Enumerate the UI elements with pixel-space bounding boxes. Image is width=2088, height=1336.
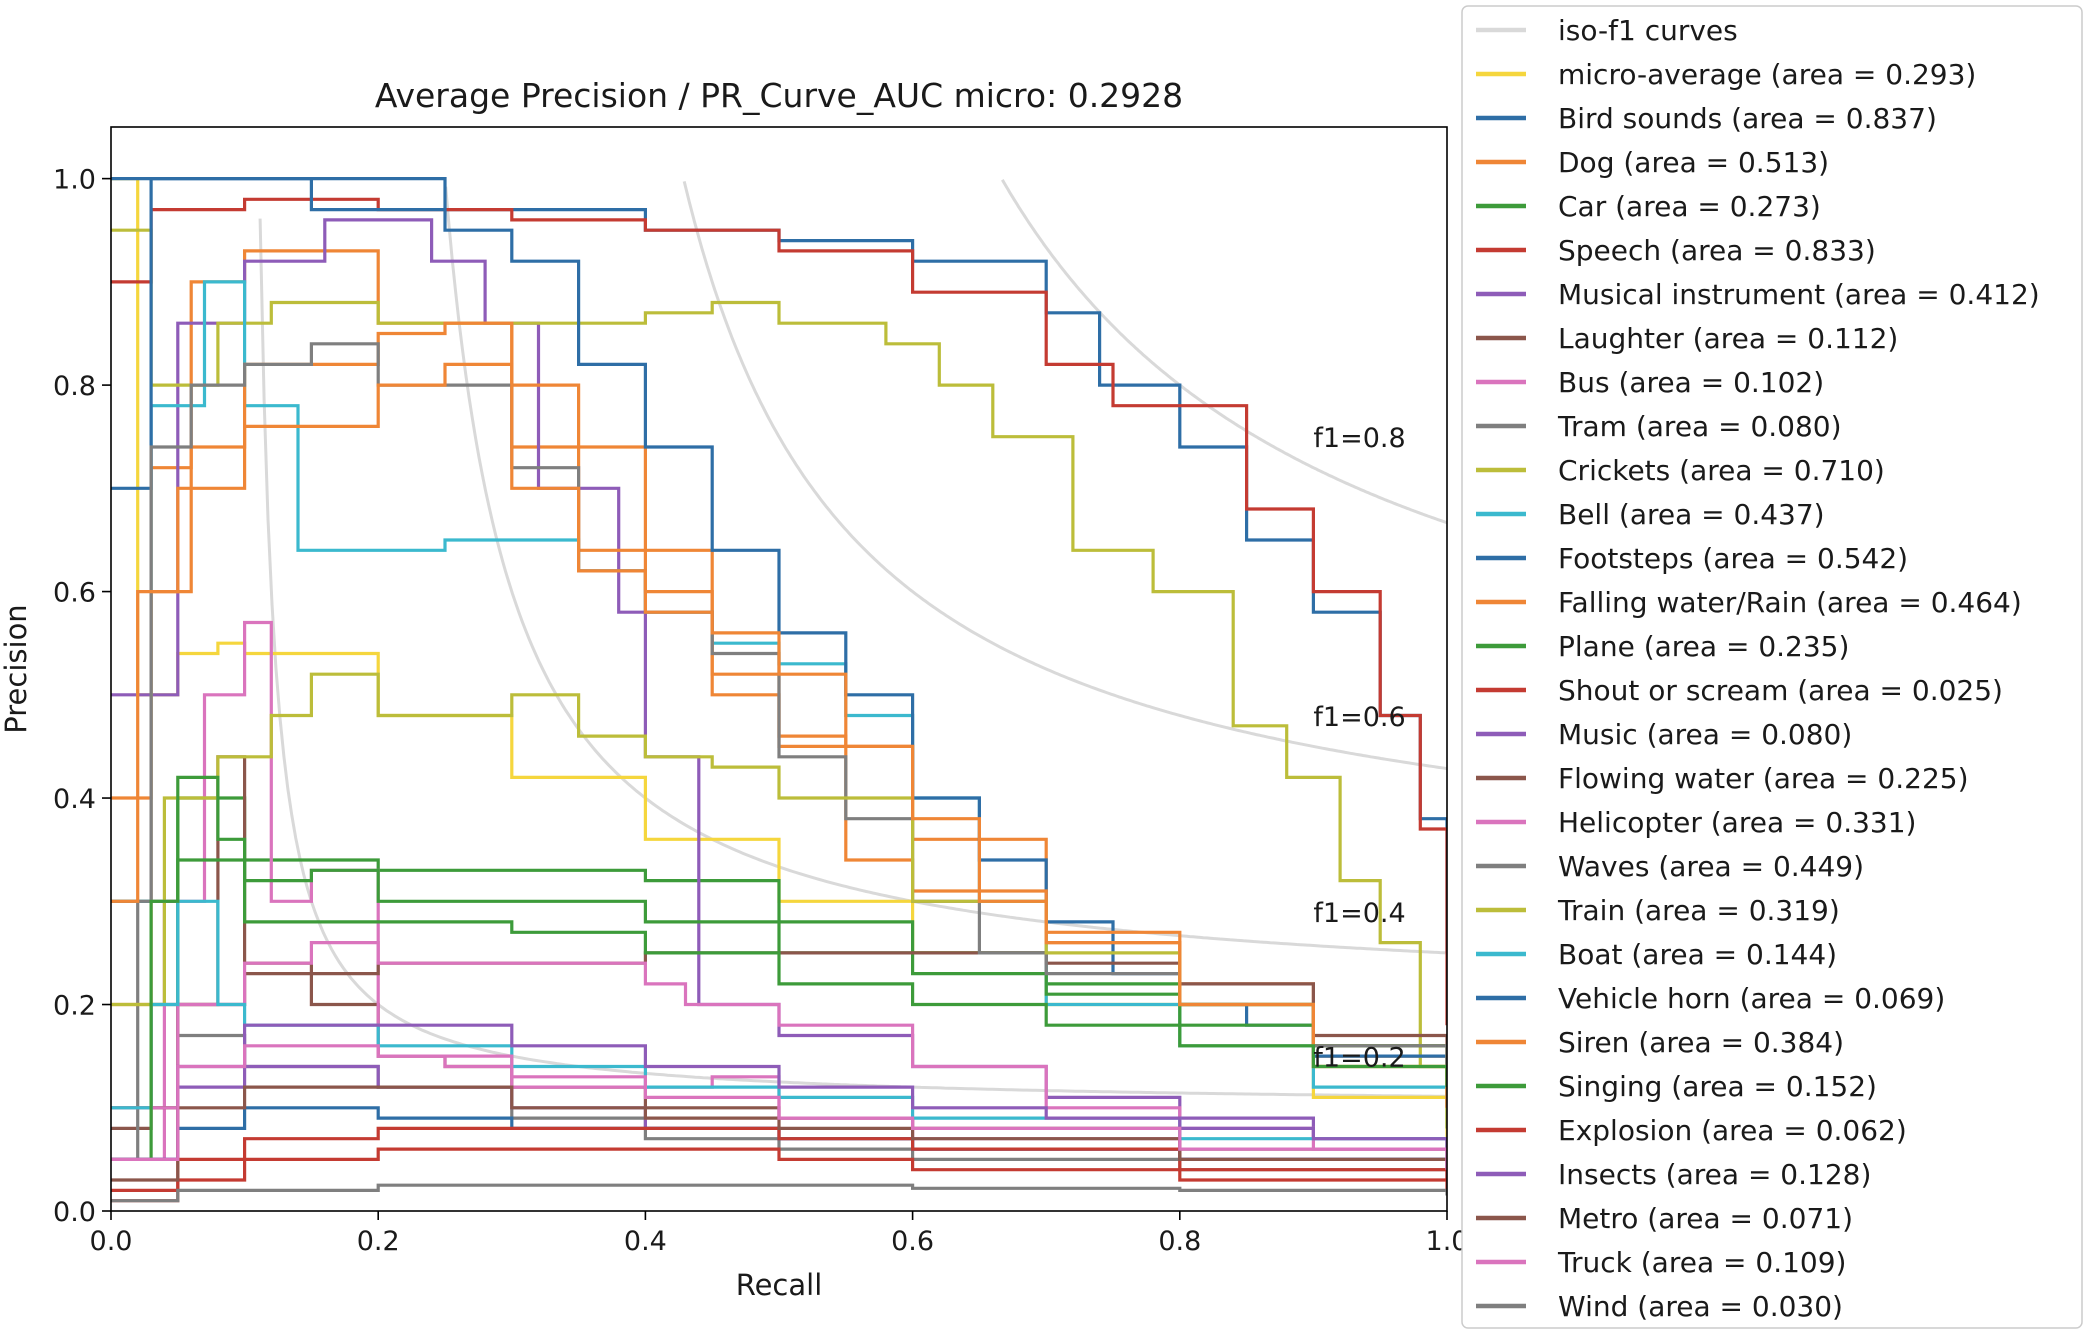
- axes: 0.0 0.2 0.4 0.6 0.8 1.00.00.20.40.60.81.0: [53, 165, 1468, 1257]
- legend-label-4: Car (area = 0.273): [1558, 190, 1821, 223]
- iso-f1-curve-0: [258, 218, 1447, 1098]
- legend-label-15: Shout or scream (area = 0.025): [1558, 674, 2003, 707]
- x-tick-label-4: 0.8: [1158, 1226, 1201, 1257]
- legend-label-13: Falling water/Rain (area = 0.464): [1558, 586, 2022, 619]
- legend-label-21: Boat (area = 0.144): [1558, 938, 1837, 971]
- legend-label-29: Wind (area = 0.030): [1558, 1290, 1843, 1323]
- iso-f1-labels: f1=0.2 f1=0.4 f1=0.6 f1=0.8: [1313, 423, 1405, 1073]
- legend-label-8: Bus (area = 0.102): [1558, 366, 1824, 399]
- legend-label-20: Train (area = 0.319): [1557, 894, 1840, 927]
- legend-label-18: Helicopter (area = 0.331): [1558, 806, 1916, 839]
- legend-label-24: Singing (area = 0.152): [1558, 1070, 1877, 1103]
- y-tick-label-4: 0.8: [53, 371, 96, 402]
- legend-label-26: Insects (area = 0.128): [1558, 1158, 1871, 1191]
- series-layer: [111, 177, 1447, 1203]
- series-line-4: [111, 197, 1447, 1026]
- iso-f1-label-2: f1=0.6: [1313, 702, 1405, 733]
- x-tick-label-1: 0.2: [357, 1226, 400, 1257]
- legend-label-10: Crickets (area = 0.710): [1558, 454, 1885, 487]
- iso-f1-layer: [258, 179, 1447, 1098]
- y-tick-label-0: 0.0: [53, 1197, 96, 1228]
- iso-f1-curve-3: [1001, 179, 1447, 525]
- legend-label-0: iso-f1 curves: [1558, 14, 1738, 47]
- legend-label-16: Music (area = 0.080): [1558, 718, 1852, 751]
- legend-label-3: Dog (area = 0.513): [1558, 146, 1829, 179]
- x-tick-label-0: 0.0: [90, 1226, 133, 1257]
- series-line-9: [111, 228, 1447, 1129]
- legend-label-1: micro-average (area = 0.293): [1558, 58, 1976, 91]
- plot-frame: [110, 126, 1448, 1212]
- series-line-28: [111, 1183, 1447, 1203]
- legend-label-17: Flowing water (area = 0.225): [1558, 762, 1969, 795]
- series-line-19: [111, 672, 1447, 1129]
- iso-f1-label-3: f1=0.8: [1313, 423, 1405, 454]
- iso-f1-curve-2: [682, 181, 1447, 771]
- chart-title: Average Precision / PR_Curve_AUC micro: …: [375, 76, 1183, 115]
- series-line-14: [111, 1147, 1447, 1203]
- legend-label-28: Truck (area = 0.109): [1557, 1246, 1846, 1279]
- legend-label-7: Laughter (area = 0.112): [1558, 322, 1898, 355]
- y-tick-label-1: 0.2: [53, 991, 96, 1022]
- legend-label-12: Footsteps (area = 0.542): [1558, 542, 1908, 575]
- series-line-22: [111, 362, 1447, 1108]
- legend-label-14: Plane (area = 0.235): [1558, 630, 1849, 663]
- legend-label-2: Bird sounds (area = 0.837): [1558, 102, 1937, 135]
- legend-label-22: Vehicle horn (area = 0.069): [1558, 982, 1945, 1015]
- legend-label-19: Waves (area = 0.449): [1558, 850, 1864, 883]
- legend: iso-f1 curves micro-average (area = 0.293…: [1461, 5, 2083, 1329]
- iso-f1-label-0: f1=0.2: [1313, 1042, 1405, 1073]
- y-tick-label-5: 1.0: [53, 165, 96, 196]
- x-axis-label: Recall: [736, 1268, 823, 1302]
- legend-label-5: Speech (area = 0.833): [1558, 234, 1876, 267]
- iso-f1-label-1: f1=0.4: [1313, 898, 1405, 929]
- x-tick-label-2: 0.4: [624, 1226, 667, 1257]
- legend-label-23: Siren (area = 0.384): [1558, 1026, 1844, 1059]
- x-tick-label-3: 0.6: [891, 1226, 934, 1257]
- y-axis-label: Precision: [0, 604, 33, 733]
- series-line-23: [111, 775, 1447, 1161]
- legend-label-25: Explosion (area = 0.062): [1558, 1114, 1907, 1147]
- series-line-27: [111, 1044, 1447, 1170]
- legend-label-27: Metro (area = 0.071): [1558, 1202, 1853, 1235]
- y-tick-label-2: 0.4: [53, 784, 96, 815]
- legend-label-6: Musical instrument (area = 0.412): [1558, 278, 2040, 311]
- iso-f1-curve-1: [444, 186, 1447, 955]
- legend-label-9: Tram (area = 0.080): [1557, 410, 1842, 443]
- y-tick-label-3: 0.6: [53, 578, 96, 609]
- legend-frame: [1461, 5, 2083, 1329]
- legend-label-11: Bell (area = 0.437): [1558, 498, 1825, 531]
